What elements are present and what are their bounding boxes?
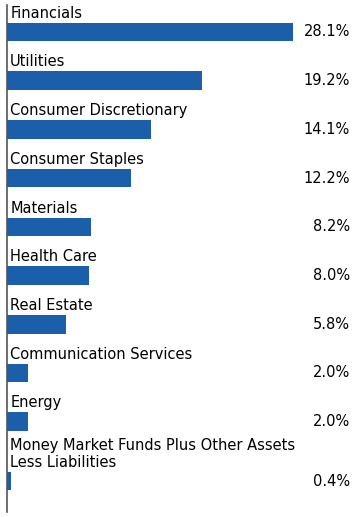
Bar bbox=[7, 169, 131, 187]
Text: Financials: Financials bbox=[10, 6, 82, 21]
Text: 19.2%: 19.2% bbox=[303, 73, 350, 88]
Text: Money Market Funds Plus Other Assets
Less Liabilities: Money Market Funds Plus Other Assets Les… bbox=[10, 437, 295, 470]
Bar bbox=[7, 120, 150, 139]
Text: Materials: Materials bbox=[10, 201, 78, 216]
Bar bbox=[7, 472, 11, 491]
Text: Utilities: Utilities bbox=[10, 54, 66, 69]
Text: Consumer Discretionary: Consumer Discretionary bbox=[10, 103, 188, 118]
Bar bbox=[7, 23, 293, 41]
Text: Health Care: Health Care bbox=[10, 249, 97, 264]
Bar bbox=[7, 364, 27, 382]
Text: 14.1%: 14.1% bbox=[303, 122, 350, 137]
Text: Communication Services: Communication Services bbox=[10, 347, 193, 362]
Bar bbox=[7, 71, 202, 90]
Text: 2.0%: 2.0% bbox=[312, 366, 350, 381]
Text: 8.0%: 8.0% bbox=[312, 268, 350, 283]
Text: 0.4%: 0.4% bbox=[312, 474, 350, 489]
Text: 2.0%: 2.0% bbox=[312, 414, 350, 429]
Text: 12.2%: 12.2% bbox=[303, 171, 350, 186]
Bar bbox=[7, 413, 27, 431]
Text: Energy: Energy bbox=[10, 396, 62, 410]
Bar bbox=[7, 266, 89, 285]
Text: Consumer Staples: Consumer Staples bbox=[10, 152, 144, 167]
Text: Real Estate: Real Estate bbox=[10, 298, 93, 313]
Text: 8.2%: 8.2% bbox=[312, 219, 350, 234]
Bar bbox=[7, 315, 66, 333]
Text: 28.1%: 28.1% bbox=[303, 24, 350, 39]
Bar bbox=[7, 218, 91, 236]
Text: 5.8%: 5.8% bbox=[313, 317, 350, 332]
